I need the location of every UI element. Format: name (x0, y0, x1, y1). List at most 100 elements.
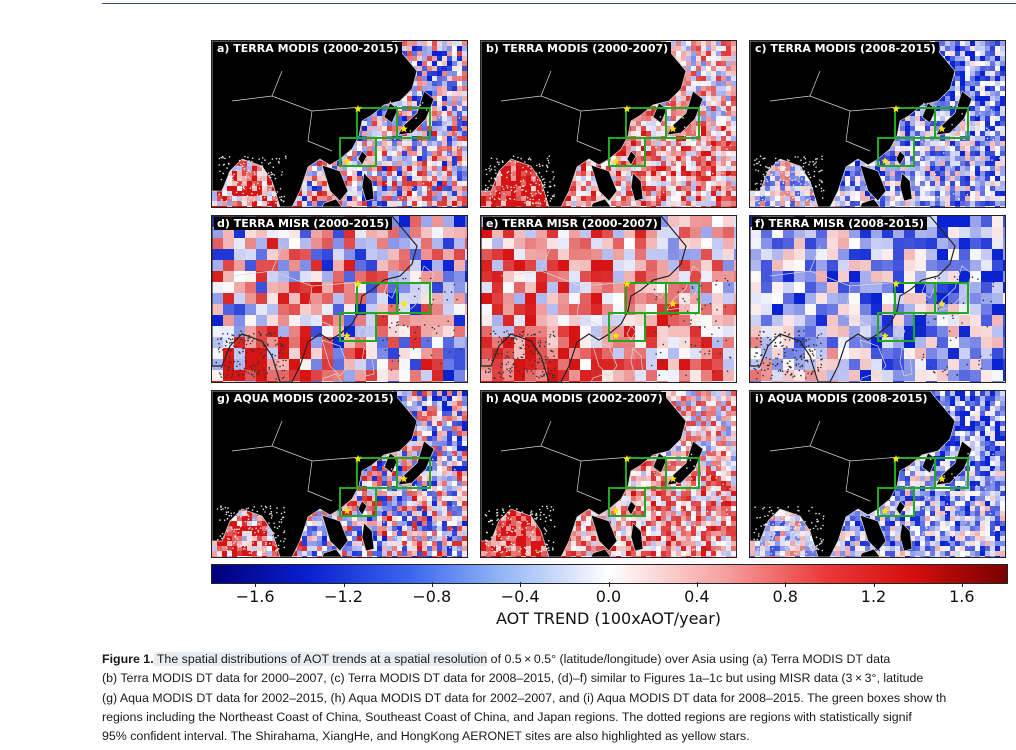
colorbar-tick-mark (785, 582, 787, 587)
caption-line-1: Figure 1. The spatial distributions of A… (102, 650, 1016, 669)
trend-field (212, 216, 467, 382)
colorbar-tick-label: 1.6 (949, 587, 975, 606)
study-region-boxes (877, 282, 969, 342)
study-region-boxes (608, 107, 700, 167)
caption-line-2: (b) Terra MODIS DT data for 2000–2007, (… (102, 671, 924, 686)
aeronet-site-star-0 (892, 280, 900, 288)
caption-line-1-rest: of 0.5 × 0.5° (latitude/longitude) over … (487, 652, 891, 666)
land-mass (481, 391, 704, 557)
map-panel-i: i) AQUA MODIS (2008-2015) (749, 390, 1006, 558)
land-mass (481, 41, 704, 207)
map-panel-d: d) TERRA MISR (2000-2015) (211, 215, 468, 383)
study-region-boxes (877, 457, 969, 517)
caption-highlight: The spatial distributions of AOT trends … (153, 652, 488, 666)
aeronet-site-star-0 (892, 455, 900, 463)
aeronet-site-star-1 (938, 125, 946, 133)
colorbar-tick-label: −0.8 (412, 587, 452, 606)
aeronet-site-star-2 (612, 157, 620, 165)
significance-dots (753, 452, 1001, 555)
study-region-boxes (339, 107, 431, 167)
study-region-boxes (877, 107, 969, 167)
aeronet-site-star-2 (881, 507, 889, 515)
caption-line-4: regions including the Northeast Coast of… (102, 709, 912, 724)
study-region-boxes (608, 457, 700, 517)
aeronet-site-star-1 (669, 475, 677, 483)
aeronet-site-star-0 (354, 280, 362, 288)
panel-title: d) TERRA MISR (2000-2015) (214, 217, 393, 230)
map-panel-g: g) AQUA MODIS (2002-2015) (211, 390, 468, 558)
aeronet-site-star-0 (354, 455, 362, 463)
land-mass (750, 391, 973, 557)
aot-trend-map (212, 391, 467, 557)
aot-trend-map (750, 41, 1005, 207)
aot-trend-map (481, 216, 736, 382)
map-panel-c: c) TERRA MODIS (2008-2015) (749, 40, 1006, 208)
colorbar-tick-mark (520, 582, 522, 587)
colorbar-tick-label: 0.0 (595, 587, 622, 606)
panel-title: a) TERRA MODIS (2000-2015) (214, 42, 402, 55)
aeronet-site-star-0 (354, 105, 362, 113)
significance-dots (215, 277, 462, 380)
aeronet-site-star-0 (623, 455, 631, 463)
colorbar-tick-mark (431, 582, 433, 587)
aeronet-site-star-1 (938, 300, 946, 308)
aeronet-site-star-1 (400, 475, 408, 483)
colorbar-tick-mark (873, 582, 875, 587)
study-region-boxes (339, 457, 431, 517)
significance-dots (484, 277, 732, 380)
map-panel-f: f) TERRA MISR (2008-2015) (749, 215, 1006, 383)
colorbar-tick-label: −1.6 (235, 587, 275, 606)
aeronet-site-star-1 (938, 475, 946, 483)
aeronet-site-star-0 (623, 280, 631, 288)
colorbar-tick-mark (961, 582, 963, 587)
colorbar-tick-mark (696, 582, 698, 587)
aot-trend-map (481, 41, 736, 207)
significance-dots (484, 450, 731, 555)
panel-title: h) AQUA MODIS (2002-2007) (483, 392, 666, 405)
aot-trend-map (481, 391, 736, 557)
caption-line-3: (g) Aqua MODIS DT data for 2002–2015, (h… (102, 690, 947, 705)
land-mass (212, 391, 435, 557)
aot-trend-map (750, 391, 1005, 557)
top-rule (102, 3, 1016, 4)
panel-title: c) TERRA MODIS (2008-2015) (752, 42, 939, 55)
aeronet-site-star-2 (343, 332, 351, 340)
significance-dots (753, 102, 1001, 205)
colorbar-tick-label: −1.2 (324, 587, 363, 606)
panel-title: i) AQUA MODIS (2008-2015) (752, 392, 931, 405)
colorbar-tick-label: 1.2 (860, 587, 887, 606)
panel-title: f) TERRA MISR (2008-2015) (752, 217, 928, 230)
aot-trend-map (212, 216, 467, 382)
aeronet-site-star-1 (669, 125, 677, 133)
panel-title: g) AQUA MODIS (2002-2015) (214, 392, 397, 405)
panel-title: e) TERRA MISR (2000-2007) (483, 217, 661, 230)
aeronet-site-star-2 (612, 507, 620, 515)
significance-dots (216, 453, 461, 555)
colorbar-tick-mark (343, 582, 345, 587)
aot-trend-map (212, 41, 467, 207)
study-region-boxes (608, 282, 700, 342)
coastline (212, 216, 418, 382)
significance-dots (753, 275, 998, 380)
panel-title: b) TERRA MODIS (2000-2007) (483, 42, 672, 55)
colorbar-tick-mark (608, 582, 610, 587)
map-panel-b: b) TERRA MODIS (2000-2007) (480, 40, 737, 208)
aeronet-site-star-1 (669, 300, 677, 308)
map-panel-e: e) TERRA MISR (2000-2007) (480, 215, 737, 383)
land-mass (750, 41, 973, 207)
study-region-boxes (339, 282, 431, 342)
significance-dots (484, 101, 732, 205)
aot-trend-map (750, 216, 1005, 382)
aeronet-site-star-2 (612, 332, 620, 340)
aeronet-site-star-1 (400, 300, 408, 308)
colorbar (211, 564, 1008, 584)
aeronet-site-star-2 (343, 507, 351, 515)
colorbar-tick-label: −0.4 (500, 587, 540, 606)
aeronet-site-star-2 (881, 157, 889, 165)
figure-caption: Figure 1. The spatial distributions of A… (102, 650, 1016, 746)
aeronet-site-star-1 (400, 125, 408, 133)
map-panel-h: h) AQUA MODIS (2002-2007) (480, 390, 737, 558)
aeronet-site-star-2 (881, 332, 889, 340)
figure-label: Figure 1. (102, 652, 154, 666)
aeronet-site-star-2 (343, 157, 351, 165)
